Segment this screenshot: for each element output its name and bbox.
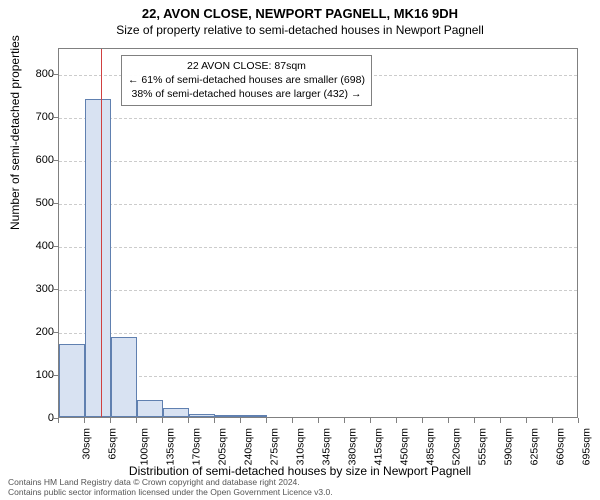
y-tick-label: 500 <box>14 197 54 209</box>
x-tick-mark <box>318 418 319 423</box>
y-tick-mark <box>53 246 58 247</box>
x-tick-mark <box>474 418 475 423</box>
x-tick-label: 205sqm <box>216 428 228 465</box>
histogram-bar <box>111 337 137 417</box>
footer-attribution: Contains HM Land Registry data © Crown c… <box>8 478 333 498</box>
x-tick-mark <box>396 418 397 423</box>
x-tick-mark <box>162 418 163 423</box>
histogram-bar <box>215 415 241 417</box>
y-tick-mark <box>53 332 58 333</box>
x-tick-label: 625sqm <box>528 428 540 465</box>
x-tick-label: 695sqm <box>580 428 592 465</box>
chart-plot-area: 22 AVON CLOSE: 87sqm← 61% of semi-detach… <box>58 48 578 418</box>
annotation-line: 38% of semi-detached houses are larger (… <box>128 87 365 101</box>
y-tick-mark <box>53 289 58 290</box>
y-tick-mark <box>53 375 58 376</box>
property-marker-line <box>101 49 102 417</box>
annotation-line: ← 61% of semi-detached houses are smalle… <box>128 73 365 87</box>
x-tick-mark <box>110 418 111 423</box>
gridline <box>59 333 577 334</box>
x-tick-label: 520sqm <box>450 428 462 465</box>
y-tick-label: 600 <box>14 154 54 166</box>
annotation-line: 22 AVON CLOSE: 87sqm <box>128 59 365 73</box>
y-tick-label: 800 <box>14 68 54 80</box>
x-tick-label: 450sqm <box>398 428 410 465</box>
x-tick-mark <box>84 418 85 423</box>
x-tick-mark <box>292 418 293 423</box>
histogram-bar <box>189 414 215 417</box>
x-tick-label: 30sqm <box>81 428 93 460</box>
footer-line-2: Contains public sector information licen… <box>8 488 333 498</box>
x-tick-mark <box>188 418 189 423</box>
x-tick-mark <box>370 418 371 423</box>
x-tick-label: 310sqm <box>294 428 306 465</box>
x-tick-mark <box>58 418 59 423</box>
x-axis-label: Distribution of semi-detached houses by … <box>0 464 600 478</box>
gridline <box>59 290 577 291</box>
x-tick-mark <box>214 418 215 423</box>
y-tick-label: 700 <box>14 111 54 123</box>
x-tick-mark <box>500 418 501 423</box>
x-tick-label: 660sqm <box>554 428 566 465</box>
x-tick-label: 415sqm <box>372 428 384 465</box>
x-tick-mark <box>448 418 449 423</box>
x-tick-mark <box>422 418 423 423</box>
y-tick-label: 200 <box>14 326 54 338</box>
x-tick-mark <box>266 418 267 423</box>
x-tick-mark <box>344 418 345 423</box>
gridline <box>59 161 577 162</box>
histogram-bar <box>59 344 85 417</box>
x-tick-label: 170sqm <box>190 428 202 465</box>
chart-title-sub: Size of property relative to semi-detach… <box>0 21 600 37</box>
chart-title-main: 22, AVON CLOSE, NEWPORT PAGNELL, MK16 9D… <box>0 0 600 21</box>
x-tick-label: 135sqm <box>164 428 176 465</box>
x-tick-mark <box>526 418 527 423</box>
x-tick-label: 555sqm <box>476 428 488 465</box>
x-tick-label: 590sqm <box>502 428 514 465</box>
y-tick-mark <box>53 160 58 161</box>
y-tick-mark <box>53 117 58 118</box>
x-tick-label: 380sqm <box>346 428 358 465</box>
x-tick-mark <box>578 418 579 423</box>
annotation-box: 22 AVON CLOSE: 87sqm← 61% of semi-detach… <box>121 55 372 106</box>
x-tick-label: 275sqm <box>268 428 280 465</box>
gridline <box>59 118 577 119</box>
y-tick-label: 300 <box>14 283 54 295</box>
x-tick-mark <box>552 418 553 423</box>
y-tick-mark <box>53 74 58 75</box>
histogram-bar <box>85 99 111 417</box>
x-tick-label: 345sqm <box>320 428 332 465</box>
histogram-bar <box>163 408 189 417</box>
y-tick-mark <box>53 203 58 204</box>
y-tick-label: 400 <box>14 240 54 252</box>
x-tick-mark <box>136 418 137 423</box>
gridline <box>59 204 577 205</box>
histogram-bar <box>137 400 163 417</box>
x-tick-mark <box>240 418 241 423</box>
y-tick-label: 100 <box>14 369 54 381</box>
x-tick-label: 485sqm <box>424 428 436 465</box>
y-tick-label: 0 <box>14 412 54 424</box>
x-tick-label: 240sqm <box>242 428 254 465</box>
histogram-bar <box>241 415 267 417</box>
gridline <box>59 247 577 248</box>
x-tick-label: 100sqm <box>138 428 150 465</box>
x-tick-label: 65sqm <box>107 428 119 460</box>
